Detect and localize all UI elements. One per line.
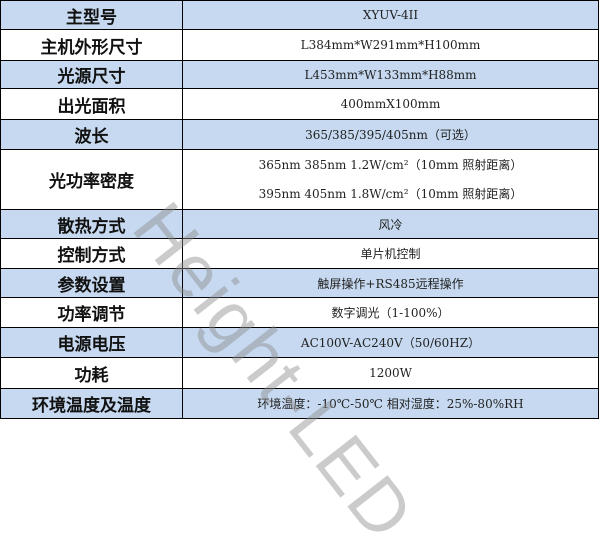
table-row: 光功率密度 365nm 385nm 1.2W/cm²（10mm 照射距离） 395n… (0, 149, 599, 210)
spec-label: 散热方式 (0, 209, 183, 239)
table-row: 功耗 1200W (0, 357, 599, 389)
spec-label: 功耗 (0, 357, 183, 389)
spec-label: 参数设置 (0, 268, 183, 298)
spec-value: L453mm*W133mm*H88mm (182, 60, 599, 89)
spec-label: 出光面积 (0, 88, 183, 120)
table-row: 控制方式 单片机控制 (0, 238, 599, 269)
table-row: 主机外形尺寸 L384mm*W291mm*H100mm (0, 29, 599, 61)
spec-value: 触屏操作+RS485远程操作 (182, 268, 599, 298)
table-row: 出光面积 400mmX100mm (0, 88, 599, 120)
table-row: 功率调节 数字调光（1-100%） (0, 297, 599, 328)
spec-label: 功率调节 (0, 297, 183, 328)
spec-value: AC100V-AC240V（50/60HZ） (182, 327, 599, 358)
spec-value: 365/385/395/405nm（可选） (182, 119, 599, 150)
spec-value: 环境温度：-10℃-50℃ 相对湿度：25%-80%RH (182, 388, 599, 419)
table-row: 散热方式 风冷 (0, 209, 599, 239)
table-row: 参数设置 触屏操作+RS485远程操作 (0, 268, 599, 298)
table-row: 主型号 XYUV-4II (0, 0, 599, 30)
spec-label: 光功率密度 (0, 149, 183, 210)
spec-value: L384mm*W291mm*H100mm (182, 29, 599, 61)
spec-value: 1200W (182, 357, 599, 389)
table-row: 光源尺寸 L453mm*W133mm*H88mm (0, 60, 599, 89)
spec-label: 控制方式 (0, 238, 183, 269)
spec-label: 环境温度及温度 (0, 388, 183, 419)
spec-value: 风冷 (182, 209, 599, 239)
spec-label: 波长 (0, 119, 183, 150)
spec-value: 数字调光（1-100%） (182, 297, 599, 328)
spec-value: XYUV-4II (182, 0, 599, 30)
spec-value-line: 365nm 385nm 1.2W/cm²（10mm 照射距离） (258, 157, 523, 172)
spec-label: 电源电压 (0, 327, 183, 358)
spec-value-line: 395nm 405nm 1.8W/cm²（10mm 照射距离） (258, 186, 523, 201)
table-row: 环境温度及温度 环境温度：-10℃-50℃ 相对湿度：25%-80%RH (0, 388, 599, 419)
spec-label: 主型号 (0, 0, 183, 30)
spec-value: 365nm 385nm 1.2W/cm²（10mm 照射距离） 395nm 405… (182, 149, 599, 210)
table-row: 电源电压 AC100V-AC240V（50/60HZ） (0, 327, 599, 358)
spec-table: 主型号 XYUV-4II 主机外形尺寸 L384mm*W291mm*H100mm 光源尺… (0, 0, 599, 419)
spec-value: 400mmX100mm (182, 88, 599, 120)
spec-value: 单片机控制 (182, 238, 599, 269)
table-row: 波长 365/385/395/405nm（可选） (0, 119, 599, 150)
spec-label: 光源尺寸 (0, 60, 183, 89)
spec-label: 主机外形尺寸 (0, 29, 183, 61)
